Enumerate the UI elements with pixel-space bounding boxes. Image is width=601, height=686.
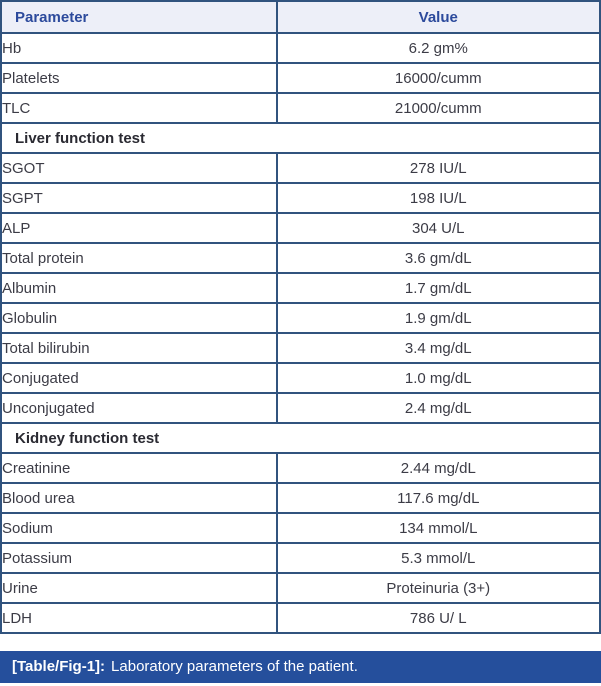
- value-cell: 3.6 gm/dL: [276, 242, 600, 273]
- parameter-cell: LDH: [1, 602, 278, 633]
- value-cell: 5.3 mmol/L: [276, 542, 600, 573]
- table-row: Albumin 1.7 gm/dL: [1, 272, 600, 303]
- value-cell: 3.4 mg/dL: [276, 332, 600, 363]
- table-row: Potassium 5.3 mmol/L: [1, 542, 600, 573]
- table-row: Conjugated 1.0 mg/dL: [1, 362, 600, 393]
- lab-parameters-table: Parameter Value Hb 6.2 gm% Platelets 16000/…: [0, 0, 601, 634]
- table-row: Hb 6.2 gm%: [1, 32, 600, 63]
- table-row: Globulin 1.9 gm/dL: [1, 302, 600, 333]
- table-row: Urine Proteinuria (3+): [1, 572, 600, 603]
- parameter-cell: Unconjugated: [1, 392, 278, 423]
- parameter-cell: TLC: [1, 92, 278, 123]
- table-caption: [Table/Fig-1]: Laboratory parameters of t…: [0, 651, 601, 683]
- section-row: Kidney function test: [1, 422, 600, 453]
- parameter-cell: Hb: [1, 32, 278, 63]
- section-row: Liver function test: [1, 122, 600, 153]
- section-label: Liver function test: [1, 122, 600, 153]
- table-row: Blood urea 117.6 mg/dL: [1, 482, 600, 513]
- value-cell: 134 mmol/L: [276, 512, 600, 543]
- table-body: Hb 6.2 gm% Platelets 16000/cumm TLC 21000/cum…: [1, 32, 600, 633]
- column-header-value: Value: [276, 1, 600, 34]
- value-cell: Proteinuria (3+): [276, 572, 600, 603]
- section-label: Kidney function test: [1, 422, 600, 453]
- table-row: Sodium 134 mmol/L: [1, 512, 600, 543]
- parameter-cell: Total bilirubin: [1, 332, 278, 363]
- lab-parameters-table-container: Parameter Value Hb 6.2 gm% Platelets 16000/…: [0, 0, 601, 634]
- parameter-cell: SGPT: [1, 182, 278, 213]
- header-row: Parameter Value: [1, 1, 600, 34]
- value-cell: 304 U/L: [276, 212, 600, 243]
- parameter-cell: Sodium: [1, 512, 278, 543]
- parameter-cell: Urine: [1, 572, 278, 603]
- value-cell: 198 IU/L: [276, 182, 600, 213]
- parameter-cell: Potassium: [1, 542, 278, 573]
- table-row: Unconjugated 2.4 mg/dL: [1, 392, 600, 423]
- table-header: Parameter Value: [1, 1, 600, 34]
- value-cell: 16000/cumm: [276, 62, 600, 93]
- column-header-parameter: Parameter: [1, 1, 278, 34]
- parameter-cell: Conjugated: [1, 362, 278, 393]
- table-row: ALP 304 U/L: [1, 212, 600, 243]
- table-row: SGOT 278 IU/L: [1, 152, 600, 183]
- value-cell: 2.44 mg/dL: [276, 452, 600, 483]
- parameter-cell: Total protein: [1, 242, 278, 273]
- table-row: SGPT 198 IU/L: [1, 182, 600, 213]
- table-row: TLC 21000/cumm: [1, 92, 600, 123]
- parameter-cell: Globulin: [1, 302, 278, 333]
- value-cell: 21000/cumm: [276, 92, 600, 123]
- value-cell: 1.7 gm/dL: [276, 272, 600, 303]
- table-row: LDH 786 U/ L: [1, 602, 600, 633]
- value-cell: 278 IU/L: [276, 152, 600, 183]
- table-caption-label: [Table/Fig-1]:: [12, 658, 106, 675]
- value-cell: 1.0 mg/dL: [276, 362, 600, 393]
- table-row: Total protein 3.6 gm/dL: [1, 242, 600, 273]
- parameter-cell: Albumin: [1, 272, 278, 303]
- parameter-cell: Platelets: [1, 62, 278, 93]
- table-caption-text: Laboratory parameters of the patient.: [111, 658, 358, 675]
- value-cell: 6.2 gm%: [276, 32, 600, 63]
- table-row: Total bilirubin 3.4 mg/dL: [1, 332, 600, 363]
- value-cell: 117.6 mg/dL: [276, 482, 600, 513]
- parameter-cell: SGOT: [1, 152, 278, 183]
- value-cell: 2.4 mg/dL: [276, 392, 600, 423]
- value-cell: 1.9 gm/dL: [276, 302, 600, 333]
- table-row: Platelets 16000/cumm: [1, 62, 600, 93]
- parameter-cell: Creatinine: [1, 452, 278, 483]
- parameter-cell: Blood urea: [1, 482, 278, 513]
- value-cell: 786 U/ L: [276, 602, 600, 633]
- parameter-cell: ALP: [1, 212, 278, 243]
- table-row: Creatinine 2.44 mg/dL: [1, 452, 600, 483]
